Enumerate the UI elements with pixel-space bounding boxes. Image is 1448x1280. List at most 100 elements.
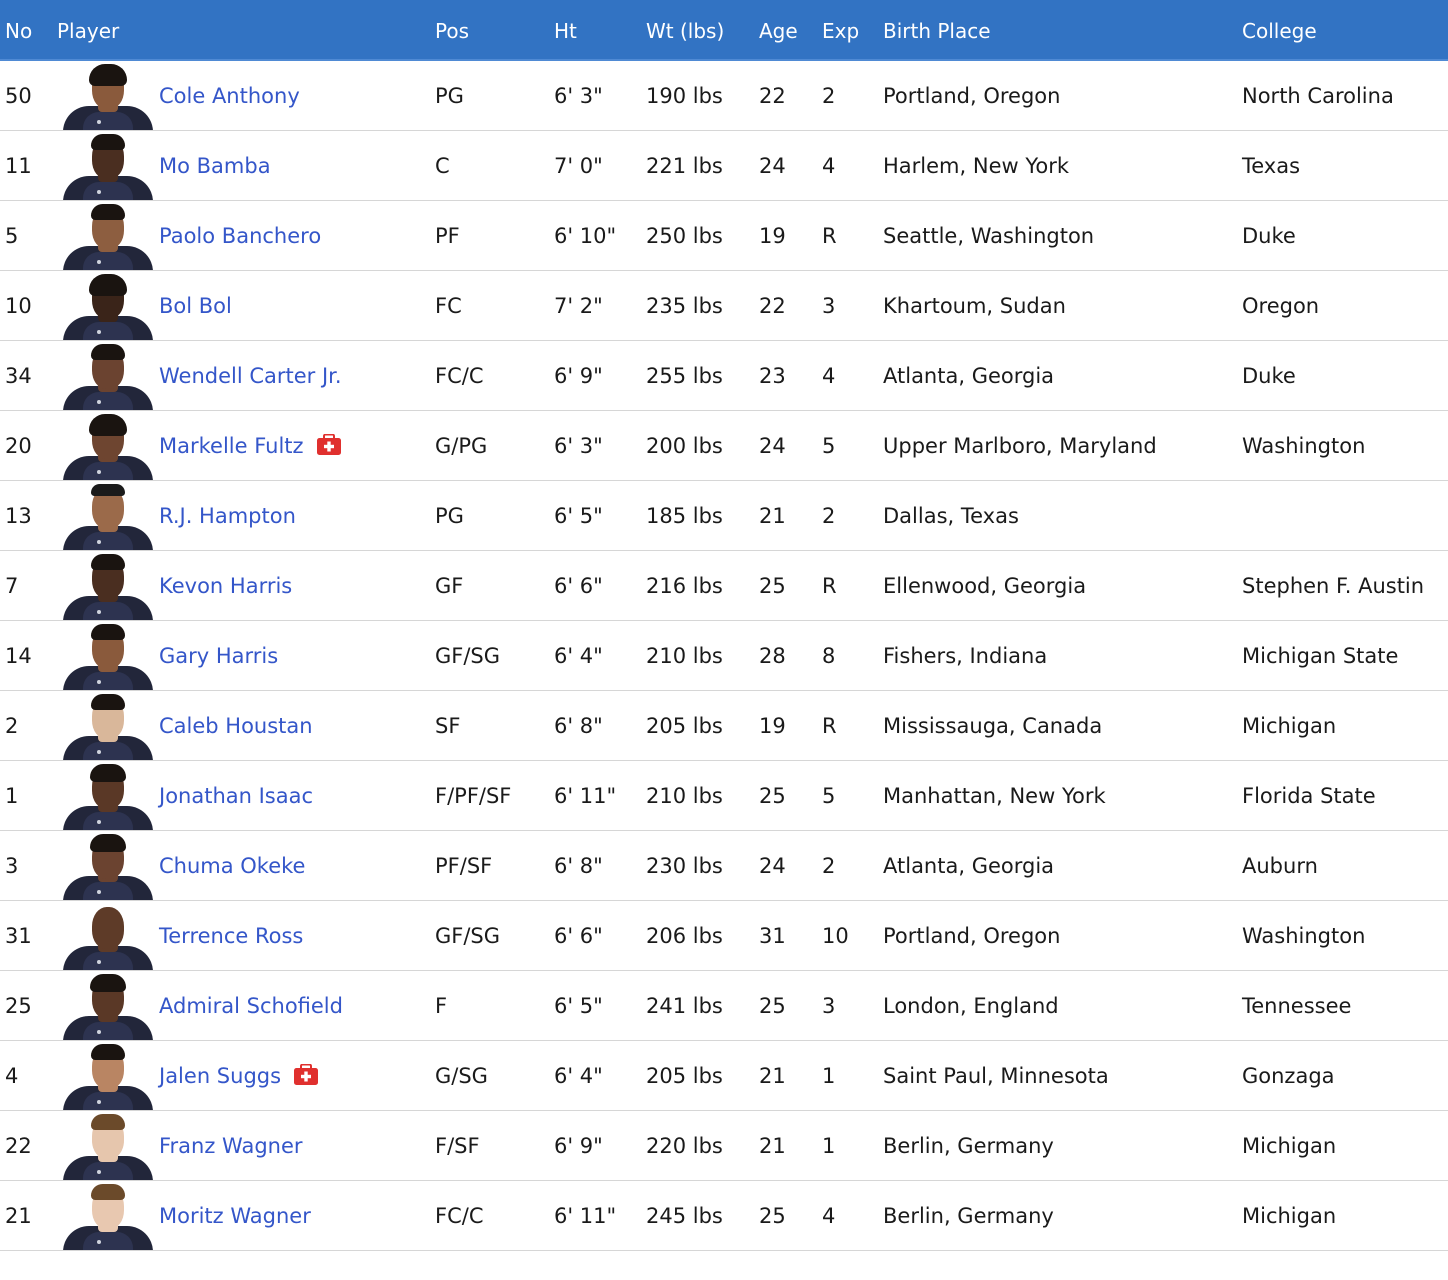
- player-headshot[interactable]: [57, 201, 159, 270]
- jersey-number: 25: [5, 993, 32, 1018]
- jersey-number: 1: [5, 783, 19, 808]
- birth-place: Manhattan, New York: [883, 783, 1106, 808]
- player-headshot[interactable]: [57, 761, 159, 830]
- height: 6' 4": [554, 1063, 603, 1088]
- table-row: 34 Wendell Carter Jr. FC/C 6' 9" 255 lbs 23 4 A…: [0, 341, 1448, 411]
- header-wt[interactable]: Wt (lbs): [646, 18, 725, 43]
- table-row: 25 Admiral Schofield F 6' 5" 241 lbs 25 3 Londo…: [0, 971, 1448, 1041]
- player-headshot[interactable]: [57, 131, 159, 200]
- player-name-link[interactable]: Markelle Fultz: [159, 433, 304, 458]
- player-name-link[interactable]: Moritz Wagner: [159, 1203, 311, 1228]
- player-cell: Terrence Ross: [159, 924, 435, 948]
- college: Washington: [1242, 433, 1366, 458]
- table-row: 22 Franz Wagner F/SF 6' 9" 220 lbs 21 1 Berlin,…: [0, 1111, 1448, 1181]
- header-college[interactable]: College: [1242, 18, 1317, 43]
- player-name-link[interactable]: Jalen Suggs: [159, 1063, 282, 1088]
- height: 6' 10": [554, 223, 617, 248]
- header-ht[interactable]: Ht: [554, 18, 577, 43]
- weight: 205 lbs: [646, 713, 723, 738]
- header-no[interactable]: No: [5, 18, 33, 43]
- player-name-link[interactable]: R.J. Hampton: [159, 503, 296, 528]
- player-headshot[interactable]: [57, 411, 159, 480]
- college: Stephen F. Austin: [1242, 573, 1425, 598]
- player-name-link[interactable]: Paolo Banchero: [159, 223, 322, 248]
- height: 6' 5": [554, 993, 603, 1018]
- player-name-link[interactable]: Chuma Okeke: [159, 853, 306, 878]
- header-pos[interactable]: Pos: [435, 18, 470, 43]
- age: 25: [759, 573, 786, 598]
- player-headshot[interactable]: [57, 691, 159, 760]
- experience: 2: [822, 503, 836, 528]
- player-name-link[interactable]: Mo Bamba: [159, 153, 271, 178]
- weight: 210 lbs: [646, 783, 723, 808]
- header-player[interactable]: Player: [57, 18, 120, 43]
- player-name-link[interactable]: Bol Bol: [159, 293, 232, 318]
- weight: 250 lbs: [646, 223, 723, 248]
- weight: 200 lbs: [646, 433, 723, 458]
- jersey-number: 14: [5, 643, 32, 668]
- player-headshot[interactable]: [57, 901, 159, 970]
- age: 22: [759, 293, 786, 318]
- position: GF/SG: [435, 643, 501, 668]
- player-name-link[interactable]: Gary Harris: [159, 643, 279, 668]
- college: Oregon: [1242, 293, 1320, 318]
- table-row: 21 Moritz Wagner FC/C 6' 11" 245 lbs 25 4 Berli…: [0, 1181, 1448, 1251]
- experience: 5: [822, 433, 836, 458]
- height: 7' 2": [554, 293, 603, 318]
- player-headshot[interactable]: [57, 61, 159, 130]
- player-headshot[interactable]: [57, 1181, 159, 1250]
- table-row: 3 Chuma Okeke PF/SF 6' 8" 230 lbs 24 2 Atlanta,…: [0, 831, 1448, 901]
- experience: 1: [822, 1133, 836, 1158]
- player-name-link[interactable]: Admiral Schofield: [159, 993, 343, 1018]
- player-headshot[interactable]: [57, 831, 159, 900]
- player-name-link[interactable]: Terrence Ross: [159, 923, 304, 948]
- player-name-link[interactable]: Caleb Houstan: [159, 713, 313, 738]
- player-headshot[interactable]: [57, 1111, 159, 1180]
- player-name-link[interactable]: Jonathan Isaac: [159, 783, 314, 808]
- weight: 221 lbs: [646, 153, 723, 178]
- player-name-link[interactable]: Wendell Carter Jr.: [159, 363, 342, 388]
- height: 6' 3": [554, 83, 603, 108]
- player-headshot[interactable]: [57, 971, 159, 1040]
- position: PF/SF: [435, 853, 493, 878]
- birth-place: Atlanta, Georgia: [883, 853, 1055, 878]
- height: 6' 11": [554, 1203, 617, 1228]
- birth-place: Harlem, New York: [883, 153, 1070, 178]
- player-headshot[interactable]: [57, 341, 159, 410]
- player-headshot[interactable]: [57, 481, 159, 550]
- table-row: 14 Gary Harris GF/SG 6' 4" 210 lbs 28 8 Fishers…: [0, 621, 1448, 691]
- headshot-image: [57, 1041, 159, 1110]
- headshot-image: [57, 61, 159, 130]
- jersey-number: 4: [5, 1063, 19, 1088]
- table-body: 50 Cole Anthony PG 6' 3" 190 lbs 22 2 Portland,…: [0, 61, 1448, 1251]
- jersey-number: 31: [5, 923, 32, 948]
- player-headshot[interactable]: [57, 621, 159, 690]
- headshot-image: [57, 1181, 159, 1250]
- injury-icon[interactable]: [294, 1063, 319, 1085]
- position: GF/SG: [435, 923, 501, 948]
- injury-icon[interactable]: [316, 433, 341, 455]
- player-name-link[interactable]: Franz Wagner: [159, 1133, 303, 1158]
- player-headshot[interactable]: [57, 271, 159, 340]
- player-name-link[interactable]: Kevon Harris: [159, 573, 293, 598]
- player-name-link[interactable]: Cole Anthony: [159, 83, 300, 108]
- player-cell: Paolo Banchero: [159, 224, 435, 248]
- jersey-number: 10: [5, 293, 32, 318]
- player-headshot[interactable]: [57, 1041, 159, 1110]
- age: 24: [759, 433, 786, 458]
- table-row: 11 Mo Bamba C 7' 0" 221 lbs 24 4 Harlem, New Yo…: [0, 131, 1448, 201]
- header-age[interactable]: Age: [759, 18, 798, 43]
- table-row: 2 Caleb Houstan SF 6' 8" 205 lbs 19 R Mississau…: [0, 691, 1448, 761]
- age: 21: [759, 1133, 786, 1158]
- player-cell: R.J. Hampton: [159, 504, 435, 528]
- header-exp[interactable]: Exp: [822, 18, 860, 43]
- table-row: 5 Paolo Banchero PF 6' 10" 250 lbs 19 R Seattle…: [0, 201, 1448, 271]
- experience: 2: [822, 83, 836, 108]
- experience: R: [822, 223, 837, 248]
- header-birth-place[interactable]: Birth Place: [883, 18, 991, 43]
- experience: 4: [822, 1203, 836, 1228]
- weight: 210 lbs: [646, 643, 723, 668]
- player-cell: Kevon Harris: [159, 574, 435, 598]
- position: G/SG: [435, 1063, 488, 1088]
- player-headshot[interactable]: [57, 551, 159, 620]
